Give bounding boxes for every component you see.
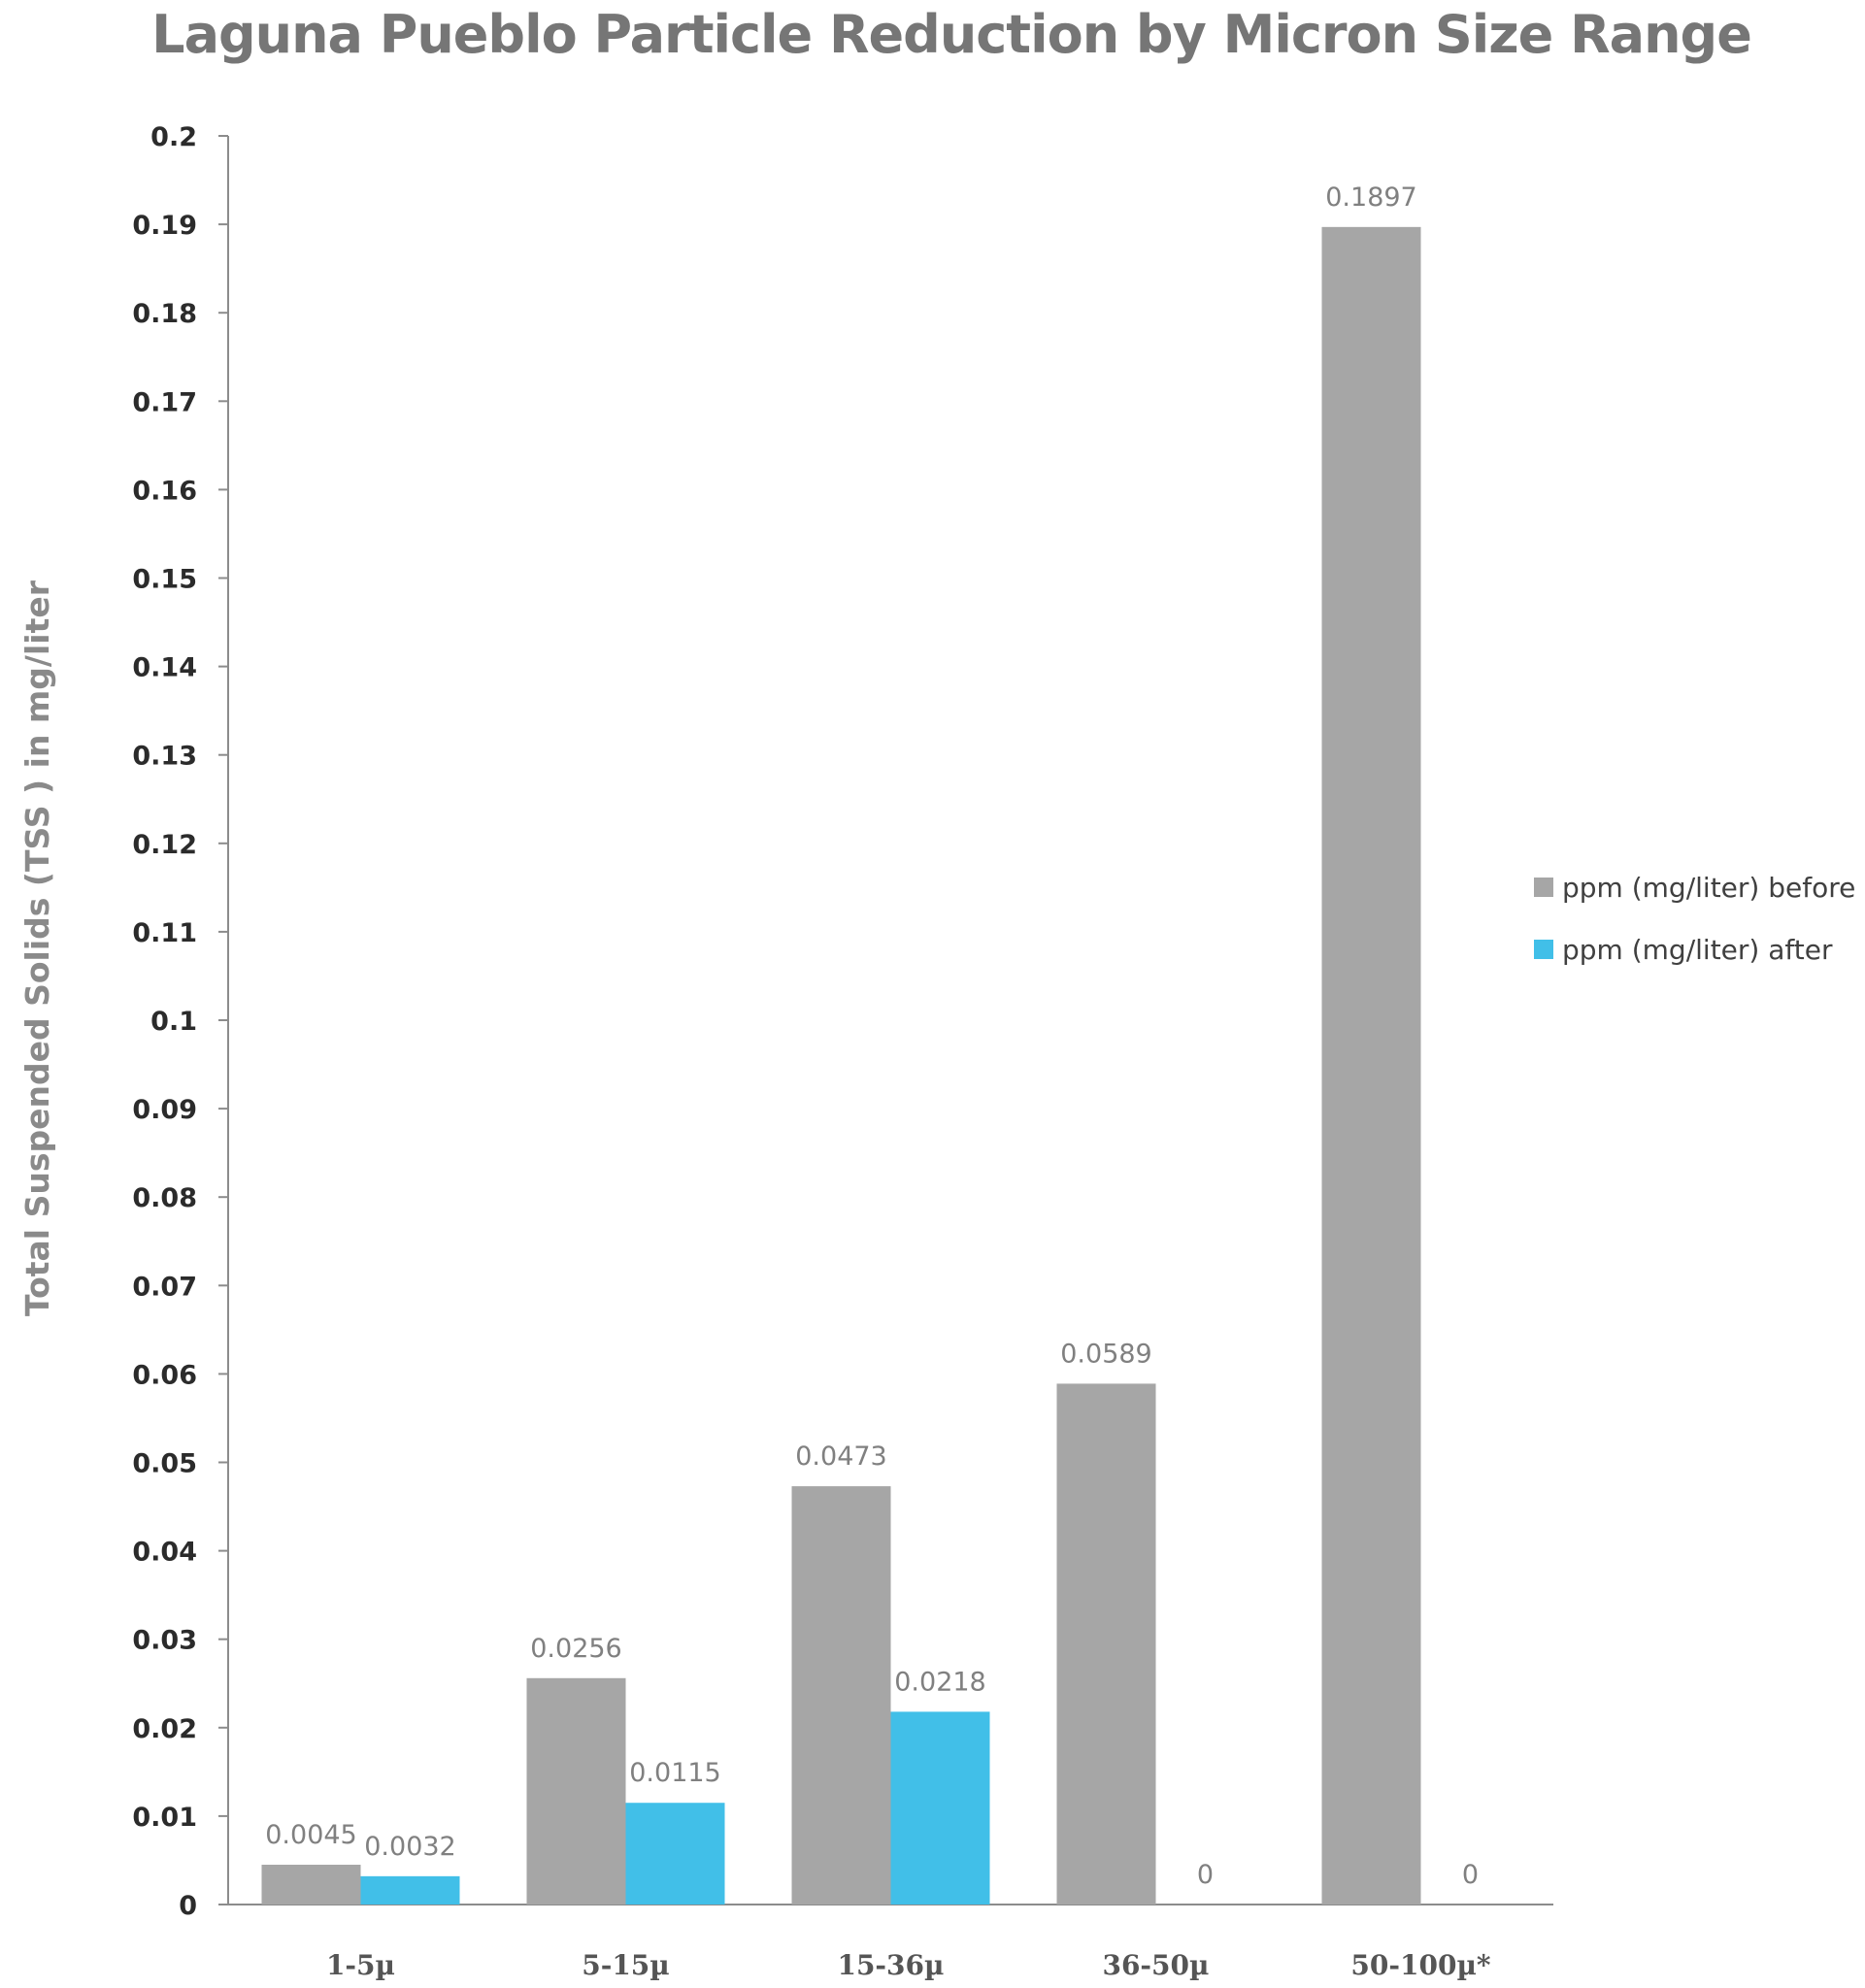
legend-label-before: ppm (mg/liter) before [1562,871,1856,904]
y-tick-label: 0.15 [132,565,197,595]
y-tick-label: 0.07 [132,1272,197,1302]
chart-title: Laguna Pueblo Particle Reduction by Micr… [151,4,1752,65]
y-tick-label: 0 [179,1891,197,1921]
legend-item-after: ppm (mg/liter) after [1534,918,1855,980]
bar-before [1056,1383,1156,1905]
y-tick-label: 0.16 [132,476,197,506]
data-labels: 0.0045 0.0032 0.0256 0.0115 0.0473 0.0218 0.05… [265,182,1479,1890]
x-category-label: 36-50µ [1102,1949,1209,1981]
bar-before [791,1486,891,1905]
data-label: 0 [1462,1860,1479,1890]
x-category-label: 5-15µ [582,1949,670,1981]
y-tick-label: 0.18 [132,299,197,329]
bar-before [261,1865,361,1905]
data-label: 0.0218 [894,1667,985,1697]
data-label: 0.0473 [795,1441,886,1472]
y-tick-label: 0.09 [132,1095,197,1125]
x-category-label: 50-100µ* [1350,1949,1491,1981]
y-tick-label: 0.12 [132,830,197,860]
y-tick-label: 0.19 [132,211,197,241]
data-label: 0.0045 [265,1820,356,1850]
data-label: 0.0256 [530,1634,621,1664]
y-tick-label: 0.06 [132,1360,197,1390]
y-tick-label: 0.14 [132,653,197,683]
bar-before [1321,226,1421,1905]
legend-label-after: ppm (mg/liter) after [1562,933,1833,966]
y-tick-label: 0.13 [132,742,197,772]
y-tick-label: 0.17 [132,387,197,417]
y-tick-label: 0.04 [132,1538,197,1568]
bar-before [526,1677,626,1905]
bar-after [890,1711,990,1905]
bar-after [360,1875,460,1905]
data-label: 0.0032 [364,1832,455,1862]
y-tick-label: 0.03 [132,1626,197,1656]
data-label: 0.1897 [1325,182,1416,213]
x-category-label: 1-5µ [326,1949,395,1981]
y-axis-label: Total Suspended Solids (TSS ) in mg/lite… [18,580,56,1316]
bars [261,226,1421,1905]
data-label: 0 [1197,1860,1214,1890]
y-axis-ticks: 0 0.01 0.02 0.03 0.04 0.05 0.06 0.07 0.08 0.09 0.1… [132,122,228,1921]
data-label: 0.0589 [1060,1339,1151,1369]
y-tick-label: 0.01 [132,1803,197,1833]
y-tick-label: 0.02 [132,1714,197,1744]
y-tick-label: 0.05 [132,1449,197,1479]
legend: ppm (mg/liter) before ppm (mg/liter) aft… [1534,856,1855,980]
legend-swatch-after [1534,940,1553,959]
y-tick-label: 0.11 [132,918,197,948]
y-tick-label: 0.1 [150,1007,197,1037]
y-tick-label: 0.08 [132,1183,197,1213]
x-category-label: 15-36µ [837,1949,944,1981]
x-axis-categories: 1-5µ 5-15µ 15-36µ 36-50µ 50-100µ* [326,1949,1491,1981]
y-tick-label: 0.2 [150,122,197,152]
legend-item-before: ppm (mg/liter) before [1534,856,1855,918]
bar-after [625,1803,725,1905]
data-label: 0.0115 [629,1758,720,1788]
legend-swatch-before [1534,878,1553,897]
